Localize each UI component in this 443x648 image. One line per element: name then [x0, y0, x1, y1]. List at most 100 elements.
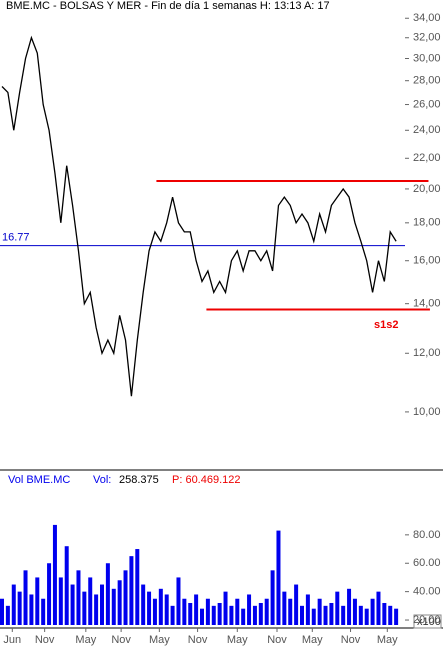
volume-bar: [323, 605, 328, 625]
x-tick-label: May: [149, 634, 170, 646]
volume-bar: [117, 580, 122, 625]
volume-bar: [352, 598, 357, 625]
volume-bar: [223, 591, 228, 625]
volume-bar: [282, 591, 287, 625]
volume-bar: [205, 598, 210, 625]
volume-bar: [135, 549, 140, 625]
annotation: s1s2: [374, 319, 398, 331]
volume-bar: [347, 588, 352, 625]
volume-bar: [288, 598, 293, 625]
y-tick-label: 32,00: [413, 32, 441, 44]
volume-bar: [370, 598, 375, 625]
volume-bar: [164, 594, 169, 625]
volume-bar: [58, 577, 63, 625]
x-tick-label: Nov: [341, 634, 361, 646]
y-tick-label: 20,00: [413, 183, 441, 195]
chart-title: BME.MC - BOLSAS Y MER - Fin de día 1 sem…: [6, 0, 330, 12]
volume-bar: [123, 570, 128, 625]
volume-bar: [182, 598, 187, 625]
x-tick-label: May: [302, 634, 323, 646]
y2-unit: x100: [417, 616, 441, 628]
volume-bar: [258, 602, 263, 625]
volume-bar: [5, 605, 10, 625]
volume-bar: [76, 570, 81, 625]
y-tick-label: 26,00: [413, 98, 441, 110]
volume-bar: [147, 591, 152, 625]
volume-bar: [329, 602, 334, 625]
volume-bar: [17, 591, 22, 625]
volume-bar: [170, 605, 175, 625]
volume-bar: [88, 577, 93, 625]
y2-tick-label: 20.00: [413, 614, 441, 626]
volume-bar: [376, 591, 381, 625]
y-tick-label: 30,00: [413, 52, 441, 64]
volume-bar: [105, 563, 110, 625]
x-tick-label: Nov: [188, 634, 208, 646]
volume-bar: [317, 598, 322, 625]
volume-bar: [335, 591, 340, 625]
volume-bar: [52, 524, 57, 625]
volume-bar: [252, 605, 257, 625]
volume-bar: [364, 608, 369, 625]
volume-bar: [311, 608, 316, 625]
volume-p: P: 60.469.122: [172, 474, 241, 486]
y-tick-label: 18,00: [413, 217, 441, 229]
x-tick-label: Nov: [111, 634, 131, 646]
volume-bar: [217, 602, 222, 625]
volume-bar: [300, 605, 304, 625]
volume-bar: [0, 598, 4, 625]
x-tick-label: Nov: [35, 634, 55, 646]
volume-bar: [82, 591, 87, 625]
unit-box: [413, 614, 442, 629]
volume-bar: [247, 594, 252, 625]
volume-bar: [194, 594, 199, 625]
volume-bar: [152, 598, 157, 625]
x-tick-label: Jun: [3, 634, 21, 646]
volume-bar: [382, 602, 387, 625]
volume-bar: [294, 584, 299, 625]
volume-label: Vol:: [93, 474, 111, 486]
volume-bar: [176, 577, 181, 625]
volume-bar: [341, 605, 346, 625]
x-tick-label: Nov: [267, 634, 287, 646]
volume-bar: [94, 594, 99, 625]
volume-bar: [305, 594, 310, 625]
volume-bar: [111, 588, 116, 625]
y-tick-label: 14,00: [413, 298, 441, 310]
y2-tick-label: 60.00: [413, 557, 441, 569]
volume-bar: [35, 577, 40, 625]
last-price-label: 16.77: [2, 232, 30, 244]
volume-bar: [41, 598, 46, 625]
volume-legend: Vol BME.MC: [8, 474, 70, 486]
volume-bar: [235, 598, 240, 625]
x-tick-label: May: [377, 634, 398, 646]
y-tick-label: 28,00: [413, 75, 441, 87]
volume-bar: [47, 563, 52, 625]
volume-bar: [64, 546, 69, 625]
volume-bar: [200, 608, 204, 625]
volume-bar: [100, 584, 104, 625]
volume-bar: [129, 556, 134, 625]
y-tick-label: 10,00: [413, 406, 441, 418]
volume-value: 258.375: [119, 474, 159, 486]
volume-bar: [358, 605, 363, 625]
x-tick-label: May: [75, 634, 96, 646]
y2-tick-label: 40.00: [413, 586, 441, 598]
y-tick-label: 16,00: [413, 255, 441, 267]
volume-bar: [141, 584, 146, 625]
volume-bar: [270, 570, 275, 625]
price-line: [1, 35, 397, 397]
y-tick-label: 24,00: [413, 124, 441, 136]
volume-bar: [276, 530, 281, 625]
volume-bar: [11, 584, 16, 625]
volume-bar: [188, 602, 193, 625]
volume-bar: [229, 605, 234, 625]
volume-bar: [264, 598, 269, 625]
volume-bar: [29, 594, 34, 625]
volume-bar: [394, 608, 399, 625]
x-tick-label: May: [227, 634, 248, 646]
y2-tick-label: 80.00: [413, 529, 441, 541]
